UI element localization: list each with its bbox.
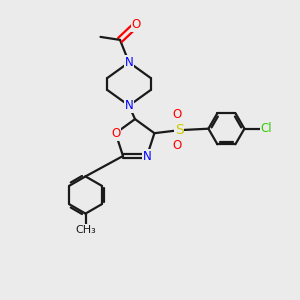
Text: O: O: [111, 127, 120, 140]
Text: S: S: [175, 123, 183, 137]
Text: Cl: Cl: [260, 122, 272, 135]
Text: N: N: [124, 56, 134, 69]
Text: CH₃: CH₃: [75, 225, 96, 235]
Text: O: O: [132, 18, 141, 31]
Text: O: O: [172, 139, 181, 152]
Text: O: O: [172, 108, 181, 121]
Text: N: N: [142, 149, 152, 163]
Text: N: N: [124, 99, 134, 112]
